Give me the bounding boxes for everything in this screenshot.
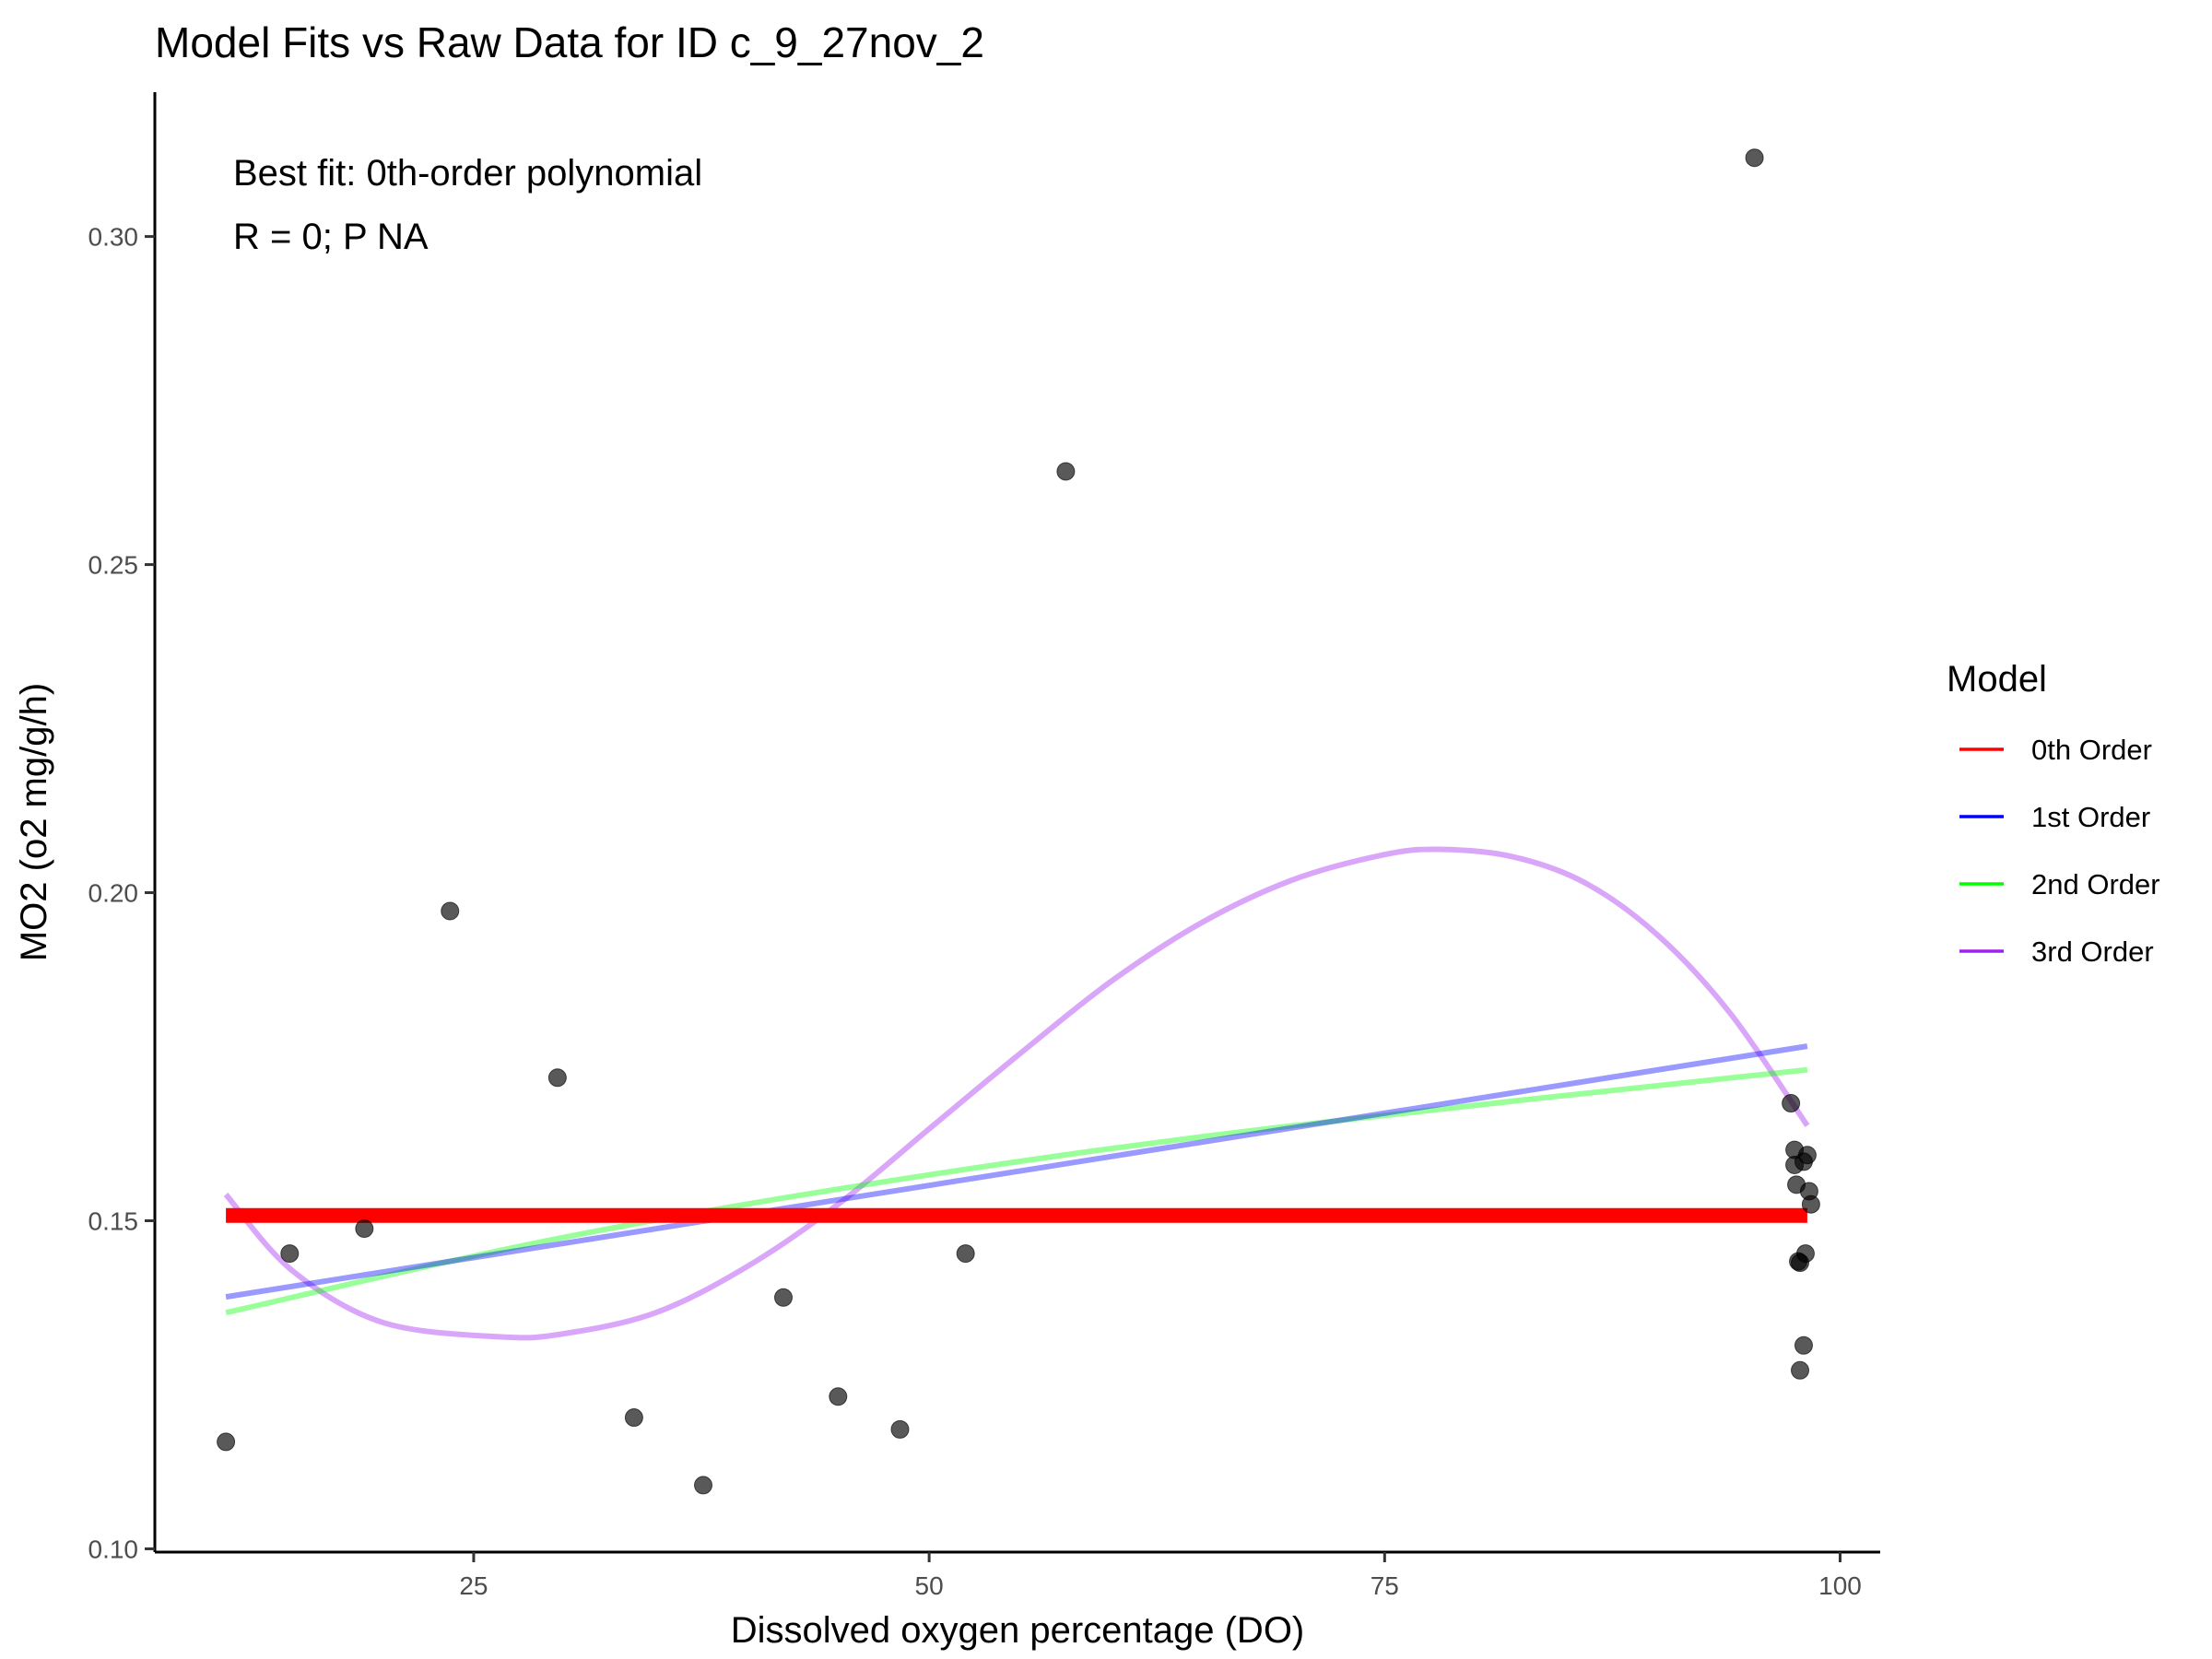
data-point: [773, 1288, 793, 1307]
legend-entries: 0th Order 1st Order 2nd Order 3rd Order: [1959, 734, 2160, 968]
data-points: [217, 148, 1820, 1495]
data-point: [1794, 1335, 1813, 1355]
annotation-r-p: R = 0; P NA: [233, 217, 429, 257]
x-tick-label: 25: [459, 1571, 488, 1600]
y-tick-label: 0.20: [88, 879, 139, 908]
y-tick-label: 0.10: [88, 1535, 139, 1563]
data-point: [890, 1419, 910, 1439]
data-point: [1791, 1360, 1810, 1380]
x-axis-title: Dissolved oxygen percentage (DO): [731, 1610, 1305, 1651]
fit-lines: [223, 846, 1810, 1341]
legend-label-0th-order: 0th Order: [2031, 734, 2152, 766]
chart-title: Model Fits vs Raw Data for ID c_9_27nov_…: [155, 18, 984, 66]
data-point: [1782, 1094, 1801, 1113]
data-point: [694, 1476, 713, 1495]
data-point: [280, 1244, 300, 1264]
data-point: [217, 1432, 236, 1452]
data-point: [956, 1244, 975, 1264]
legend-title: Model: [1947, 659, 2047, 700]
data-point: [1056, 462, 1076, 481]
data-point: [547, 1068, 567, 1088]
series-line-3rd-order: [223, 846, 1810, 1341]
data-point: [441, 901, 460, 921]
annotation-best-fit: Best fit: 0th-order polynomial: [233, 153, 702, 194]
series-line-1st-order: [225, 1043, 1808, 1300]
x-axis-ticks: 25 50 75 100: [459, 1552, 1862, 1600]
data-point: [1801, 1194, 1820, 1214]
y-axis-title: MO2 (o2 mg/g/h): [14, 683, 54, 961]
y-tick-label: 0.25: [88, 551, 139, 580]
legend-label-3rd-order: 3rd Order: [2031, 935, 2154, 968]
plot-area: [217, 148, 1820, 1495]
series-line-2nd-order: [225, 1066, 1808, 1316]
data-point: [1791, 1253, 1810, 1273]
y-tick-label: 0.15: [88, 1206, 139, 1235]
data-point: [829, 1387, 848, 1406]
data-point: [1794, 1152, 1813, 1171]
y-tick-label: 0.30: [88, 223, 139, 252]
legend-label-2nd-order: 2nd Order: [2031, 868, 2160, 900]
y-axis-ticks: 0.10 0.15 0.20 0.25 0.30: [88, 223, 155, 1563]
x-tick-label: 50: [915, 1571, 944, 1600]
data-point: [355, 1219, 374, 1239]
data-point: [1745, 148, 1764, 168]
x-tick-label: 75: [1371, 1571, 1399, 1600]
x-tick-label: 100: [1818, 1571, 1862, 1600]
legend: Model 0th Order 1st Order 2nd Order 3rd Ord…: [1947, 659, 2160, 968]
legend-label-1st-order: 1st Order: [2031, 801, 2150, 833]
data-point: [624, 1408, 643, 1428]
